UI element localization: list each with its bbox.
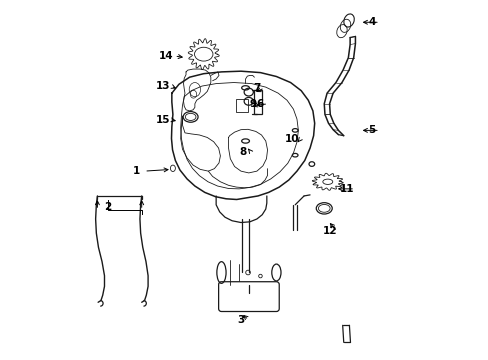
- Text: 12: 12: [322, 226, 336, 237]
- Text: 5: 5: [368, 125, 375, 135]
- Text: 13: 13: [155, 81, 170, 91]
- Text: 14: 14: [159, 51, 173, 61]
- Text: 15: 15: [155, 115, 170, 125]
- Text: 3: 3: [237, 315, 244, 325]
- Bar: [254, 90, 262, 114]
- FancyBboxPatch shape: [236, 99, 248, 112]
- Text: 10: 10: [285, 134, 299, 144]
- Text: 9: 9: [249, 99, 256, 109]
- Text: 4: 4: [367, 17, 375, 27]
- Text: 6: 6: [256, 99, 264, 109]
- Text: 7: 7: [253, 83, 260, 93]
- Text: 8: 8: [239, 147, 246, 157]
- Text: 1: 1: [133, 166, 140, 176]
- Text: 11: 11: [339, 184, 354, 194]
- Text: 2: 2: [104, 202, 111, 212]
- FancyBboxPatch shape: [218, 282, 279, 311]
